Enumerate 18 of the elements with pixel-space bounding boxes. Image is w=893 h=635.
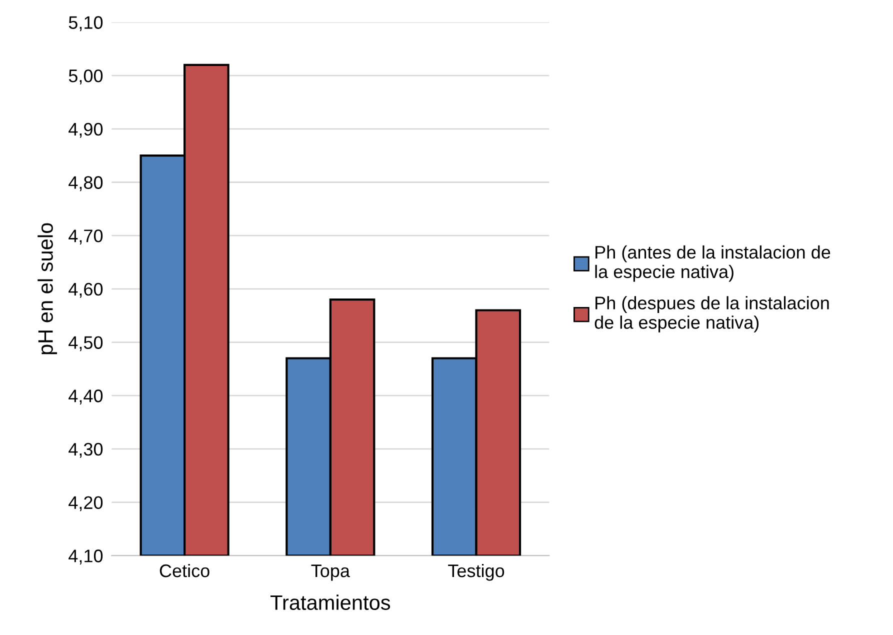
x-tick-label: Cetico [160, 564, 210, 578]
y-tick-label: 5,00 [68, 70, 103, 84]
y-tick-label: 4,70 [68, 230, 103, 244]
legend-label: Ph (antes de la instalacion de la especie nativa) [595, 245, 830, 282]
y-tick-label: 4,90 [68, 122, 103, 138]
x-tick-label: Topa [311, 564, 350, 581]
y-tick-label: 4,60 [68, 282, 103, 298]
y-tick-label: 4,80 [68, 176, 103, 192]
y-tick-label: 4,50 [68, 336, 103, 352]
y-tick-label: 4,20 [68, 496, 103, 512]
y-tick-label: 4,30 [68, 442, 103, 458]
y-tick-label: 4,40 [68, 390, 103, 404]
legend-label: Ph (despues de la instalacion de la especie nativa) [594, 296, 829, 332]
y-tick-label: 4,10 [68, 550, 103, 564]
y-axis-title: pH en el suelo [38, 223, 58, 354]
x-axis-title: Tratamientos [270, 594, 390, 610]
x-tick-label: Testigo [448, 564, 504, 581]
y-tick-label: 5,10 [68, 16, 103, 32]
